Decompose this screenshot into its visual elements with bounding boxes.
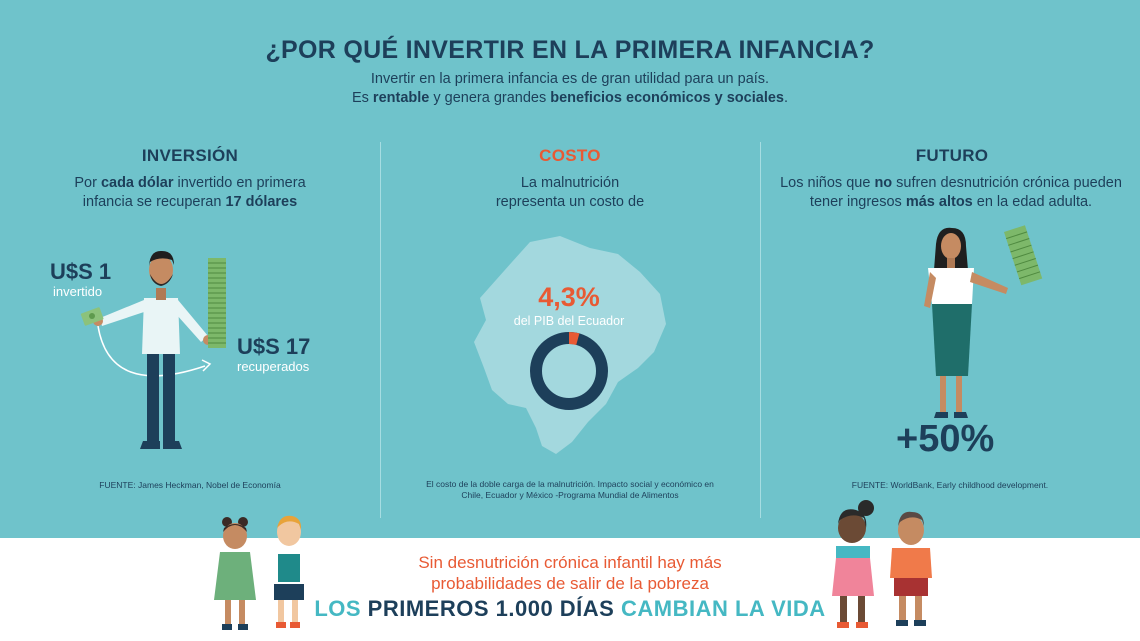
subtitle-line-1: Invertir en la primera infancia es de gr…: [370, 71, 770, 87]
invested-label: invertido: [53, 284, 103, 299]
futuro-source: FUENTE: WorldBank, Early childhood devel…: [851, 480, 1049, 490]
costo-text: La malnutrición representa un costo de: [495, 175, 645, 210]
futuro-title: FUTURO: [915, 146, 989, 165]
costo-source: El costo de la doble carga de la malnutr…: [426, 479, 714, 500]
donut-track: [530, 332, 608, 410]
column-divider: [760, 142, 761, 518]
child-boy-right-illustration: [890, 511, 932, 626]
inversion-source: FUENTE: James Heckman, Nobel de Economía: [99, 480, 281, 490]
footer-slogan: LOS PRIMEROS 1.000 DÍAS CAMBIAN LA VIDA: [314, 596, 826, 621]
column-divider: [380, 142, 381, 518]
man-illustration: [80, 250, 226, 449]
woman-illustration: [924, 225, 1043, 418]
subtitle-line-2: Es rentable y genera grandes beneficios …: [351, 90, 789, 106]
costo-title: COSTO: [539, 146, 601, 165]
footer-band: [0, 538, 1140, 641]
invested-amount: U$S 1: [50, 259, 112, 284]
recovered-amount: U$S 17: [237, 334, 311, 359]
gdp-donut-chart: [530, 332, 608, 410]
child-boy-left-illustration: [272, 515, 306, 628]
costo-percent: 4,3%: [538, 282, 600, 312]
futuro-gain: +50%: [896, 418, 995, 460]
child-girl-right-illustration: [832, 500, 874, 628]
futuro-text: Los niños que no sufren desnutrición cró…: [780, 175, 1122, 210]
inversion-text: Por cada dólar invertido en primera infa…: [74, 175, 306, 210]
ecuador-map: [474, 236, 666, 454]
recovered-label: recuperados: [237, 359, 310, 374]
donut-slice: [568, 332, 580, 346]
child-girl-left-illustration: [214, 517, 256, 630]
page-subtitle: Invertir en la primera infancia es de gr…: [0, 70, 1140, 108]
footer-message: Sin desnutrición crónica infantil hay má…: [418, 553, 722, 593]
page-title: ¿POR QUÉ INVERTIR EN LA PRIMERA INFANCIA…: [265, 36, 875, 64]
costo-percent-label: del PIB del Ecuador: [513, 314, 625, 328]
inversion-title: INVERSIÓN: [141, 146, 239, 165]
